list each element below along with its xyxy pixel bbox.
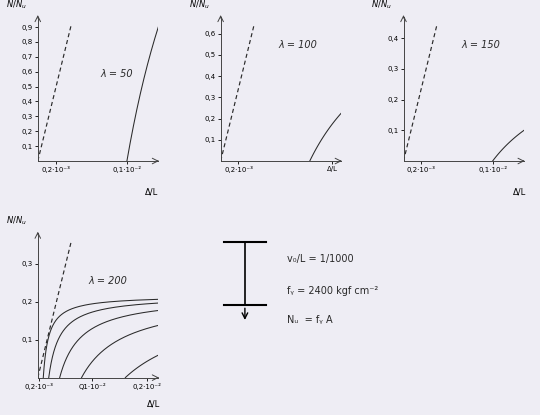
Text: λ = 150: λ = 150 (461, 40, 500, 50)
Text: λ = 50: λ = 50 (100, 69, 133, 79)
Text: v₀/L = 1/1000: v₀/L = 1/1000 (287, 254, 354, 264)
Text: Δ/L: Δ/L (513, 187, 526, 196)
Text: Nᵤ  = fᵧ A: Nᵤ = fᵧ A (287, 315, 333, 325)
Y-axis label: $N/N_u$: $N/N_u$ (188, 0, 210, 11)
Text: λ = 100: λ = 100 (279, 40, 318, 50)
Text: λ = 200: λ = 200 (89, 276, 127, 286)
Text: Δ/L: Δ/L (147, 399, 160, 408)
Y-axis label: $N/N_u$: $N/N_u$ (6, 0, 26, 11)
Y-axis label: $N/N_u$: $N/N_u$ (372, 0, 392, 11)
Text: fᵧ = 2400 kgf cm⁻²: fᵧ = 2400 kgf cm⁻² (287, 286, 379, 296)
Y-axis label: $N/N_u$: $N/N_u$ (6, 215, 26, 227)
Text: Δ/L: Δ/L (145, 187, 158, 196)
